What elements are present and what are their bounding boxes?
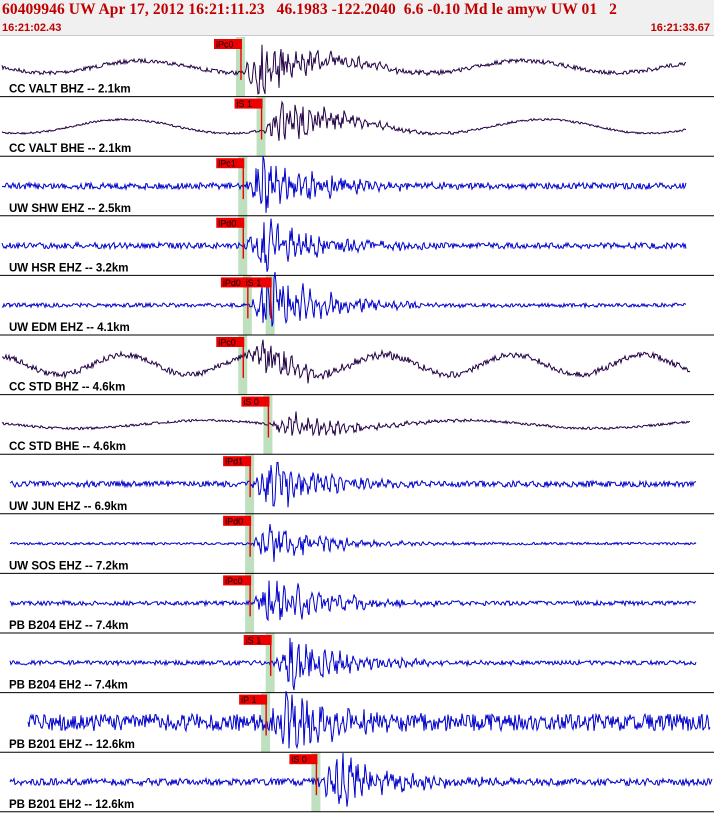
waveform-trace xyxy=(1,218,687,272)
pick-box xyxy=(216,158,245,169)
pick-box xyxy=(223,575,252,586)
waveform-trace xyxy=(9,461,697,508)
pick-box xyxy=(220,277,249,288)
pick-label: iS 1 xyxy=(246,636,262,646)
waveform-trace xyxy=(9,637,697,691)
trace-label: PB B201 EHZ -- 12.6km xyxy=(9,739,135,751)
pick-label: iPd0 xyxy=(218,218,236,228)
phase-pick: iP 1 xyxy=(239,694,268,736)
trace-label: UW HSR EHZ -- 3.2km xyxy=(9,262,129,274)
waveform-trace xyxy=(1,411,690,437)
waveform-trace xyxy=(27,691,711,750)
seismogram-plot: iPc0 CC VALT BHZ -- 2.1km iS 1 CC VALT BHE … xyxy=(0,37,714,813)
pick-box xyxy=(289,754,318,765)
pick-label: iPd1 xyxy=(225,457,243,467)
trace-label: CC VALT BHE -- 2.1km xyxy=(9,143,131,155)
pick-box xyxy=(223,515,252,526)
phase-pick: iS 0 xyxy=(241,396,270,438)
phase-pick: iPc1 xyxy=(216,158,245,200)
pick-box xyxy=(241,396,270,407)
pick-label: iS 1 xyxy=(246,278,262,288)
phase-pick: iPc0 xyxy=(213,39,242,80)
pick-box xyxy=(216,337,245,347)
phase-pick: iPd0 xyxy=(216,217,245,259)
phase-pick: iPc0 xyxy=(223,575,252,617)
pick-label: iS 0 xyxy=(243,397,259,407)
pick-box xyxy=(213,39,242,49)
pick-box xyxy=(223,456,252,467)
pick-label: iS 0 xyxy=(291,755,307,765)
pick-label: iPd0 xyxy=(225,516,243,526)
waveform-trace xyxy=(9,524,697,562)
pick-box xyxy=(243,277,272,288)
trace-label: CC STD BHZ -- 4.6km xyxy=(9,382,125,394)
phase-pick: iS 1 xyxy=(234,98,263,140)
trace-label: PB B204 EH2 -- 7.4km xyxy=(9,680,128,692)
pick-label: iPd0 xyxy=(223,278,241,288)
pick-label: iP 1 xyxy=(241,695,256,705)
pick-box xyxy=(234,98,263,109)
trace-label: PB B204 EHZ -- 7.4km xyxy=(9,620,129,632)
waveform-trace xyxy=(1,156,687,213)
pick-label: iPc0 xyxy=(216,40,234,50)
waveform-trace xyxy=(1,100,687,141)
phase-pick: iS 0 xyxy=(289,754,318,796)
pick-box xyxy=(239,694,268,705)
trace-label: CC VALT BHZ -- 2.1km xyxy=(9,84,131,96)
event-title: 60409946 UW Apr 17, 2012 16:21:11.23 46.… xyxy=(2,1,618,18)
pick-label: iPc0 xyxy=(225,576,243,586)
pick-box xyxy=(216,217,245,228)
phase-pick: iPc0 xyxy=(216,337,245,378)
trace-label: UW SHW EHZ -- 2.5km xyxy=(9,203,131,215)
trace-label: CC STD BHE -- 4.6km xyxy=(9,441,126,453)
time-end-label: 16:21:33.67 xyxy=(650,22,710,34)
header-bar: 60409946 UW Apr 17, 2012 16:21:11.23 46.… xyxy=(0,0,714,36)
waveform-trace xyxy=(1,272,687,327)
trace-label: PB B201 EH2 -- 12.6km xyxy=(9,799,134,811)
pick-label: iS 1 xyxy=(237,99,253,109)
pick-box xyxy=(243,635,272,645)
trace-label: UW JUN EHZ -- 6.9km xyxy=(9,501,127,513)
waveform-trace xyxy=(1,44,687,95)
phase-pick: iS 1 xyxy=(243,635,272,676)
pick-label: iPc1 xyxy=(218,159,236,169)
pick-label: iPc0 xyxy=(218,338,236,348)
waveform-trace xyxy=(1,339,691,384)
time-start-label: 16:21:02.43 xyxy=(2,22,62,34)
waveform-trace xyxy=(9,580,697,622)
trace-label: UW SOS EHZ -- 7.2km xyxy=(9,560,129,572)
phase-pick: iS 1 xyxy=(243,277,272,319)
phase-pick: iPd1 xyxy=(223,456,252,498)
phase-pick: iPd0 xyxy=(223,515,252,557)
waveform-trace xyxy=(9,752,713,807)
trace-label: UW EDM EHZ -- 4.1km xyxy=(9,322,130,334)
